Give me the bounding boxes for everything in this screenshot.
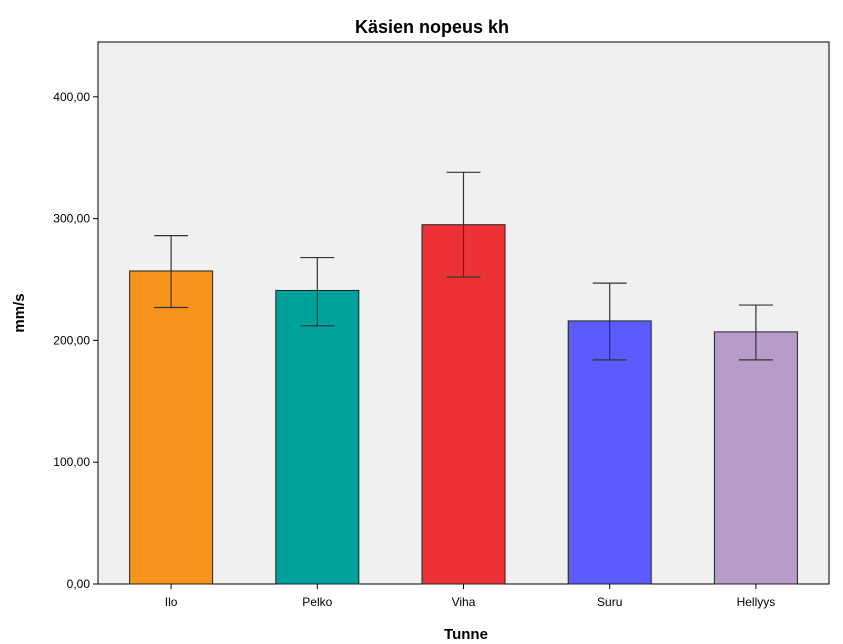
error-bars (154, 171, 773, 361)
y-tick-label: 200,00 (53, 333, 90, 347)
error-bar-hellyys (738, 304, 773, 361)
error-bar-pelko (300, 256, 335, 327)
y-tick-label: 100,00 (53, 455, 90, 469)
bar-viha (421, 224, 506, 585)
bars (129, 224, 798, 585)
x-axis: Ilo Pelko Viha Suru Hellyys (165, 584, 775, 609)
x-tick-label-viha: Viha (452, 595, 476, 609)
error-bar-viha (446, 171, 481, 278)
y-tick-label: 0,00 (67, 577, 91, 591)
error-bar-suru (592, 282, 627, 361)
x-tick-label-ilo: Ilo (165, 595, 178, 609)
x-tick-label-hellyys: Hellyys (737, 595, 776, 609)
error-bar-ilo (154, 235, 189, 309)
bar-ilo (129, 270, 214, 585)
y-axis-title: mm/s (11, 293, 28, 332)
x-axis-title: Tunne (444, 626, 488, 643)
x-tick-label-pelko: Pelko (302, 595, 332, 609)
bar-hellyys (713, 331, 798, 585)
y-tick-label: 400,00 (53, 90, 90, 104)
x-tick-label-suru: Suru (597, 595, 622, 609)
chart-title: Käsien nopeus kh (355, 17, 509, 37)
y-axis: 0,00 100,00 200,00 300,00 400,00 (53, 90, 98, 591)
bar-pelko (275, 289, 360, 585)
y-tick-label: 300,00 (53, 212, 90, 226)
